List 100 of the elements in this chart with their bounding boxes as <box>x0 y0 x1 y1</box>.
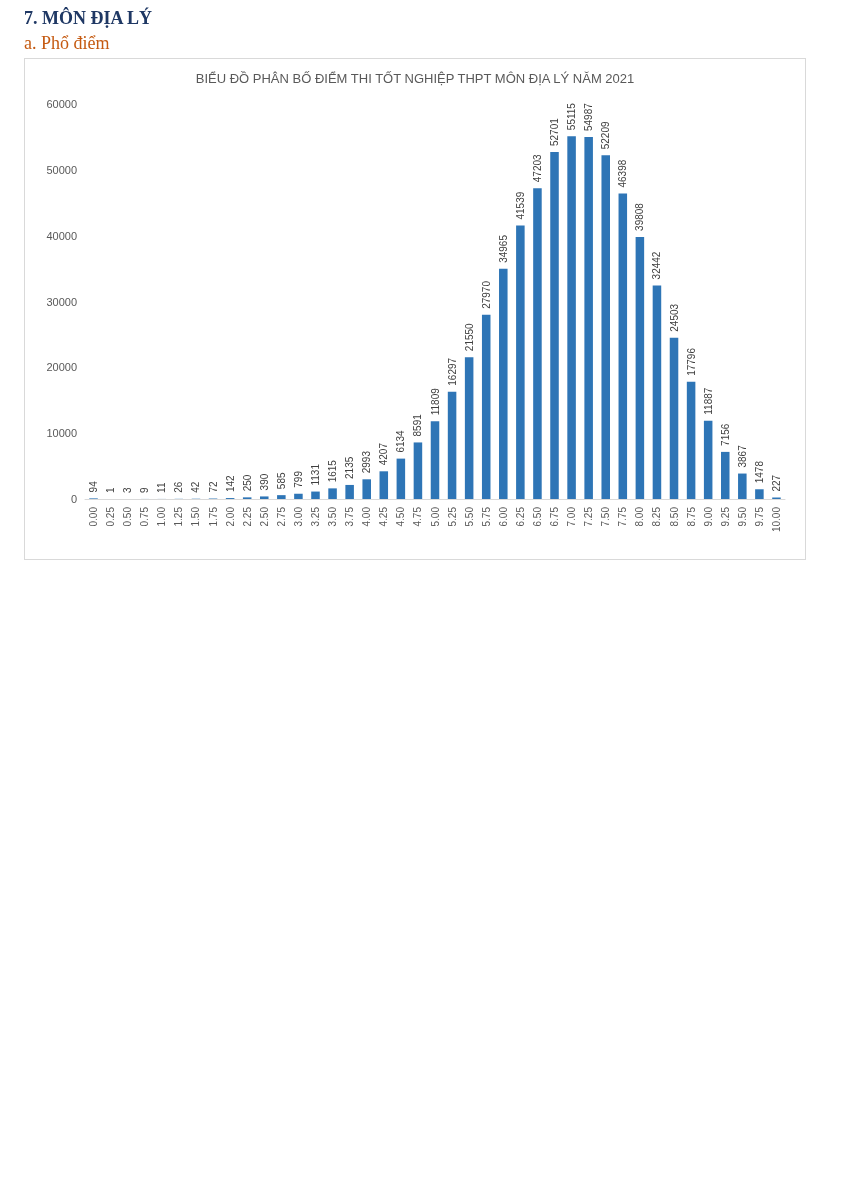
bar <box>601 155 610 499</box>
data-label: 2993 <box>361 450 373 474</box>
data-label: 41539 <box>514 191 526 220</box>
data-label: 390 <box>258 473 270 491</box>
x-tick-label: 6.00 <box>497 506 509 527</box>
x-tick-label: 5.00 <box>429 506 441 527</box>
bar <box>703 420 713 499</box>
data-label: 3867 <box>736 444 748 468</box>
x-tick-label: 3.25 <box>309 506 321 527</box>
bar <box>464 357 474 499</box>
x-tick-label: 3.00 <box>292 506 304 527</box>
x-tick-label: 0.75 <box>139 506 151 527</box>
bar <box>396 458 406 499</box>
x-tick-label: 2.75 <box>275 506 287 527</box>
x-tick-label: 8.75 <box>685 506 697 527</box>
x-tick-label: 10.00 <box>770 506 782 533</box>
bar <box>413 442 423 499</box>
bar <box>481 314 491 499</box>
data-label: 799 <box>292 470 304 488</box>
x-tick-label: 7.00 <box>566 506 578 527</box>
data-label: 52701 <box>549 117 561 147</box>
bar <box>430 421 440 499</box>
x-tick-label: 4.50 <box>395 506 407 527</box>
x-tick-label: 1.00 <box>156 506 168 527</box>
x-tick-label: 1.25 <box>173 506 185 527</box>
data-label: 7156 <box>719 423 731 446</box>
chart-title: BIỂU ĐỒ PHÂN BỐ ĐIỂM THI TỐT NGHIỆP THPT MÔN ĐỊA LÝ NĂM 2021 <box>195 71 635 86</box>
bar <box>652 285 662 499</box>
bar <box>755 489 764 499</box>
bar <box>516 225 525 499</box>
x-tick-label: 0.50 <box>122 506 134 527</box>
data-label: 1478 <box>753 460 765 484</box>
bar <box>362 479 371 499</box>
bar <box>618 193 628 499</box>
data-label: 6134 <box>395 429 407 453</box>
data-label: 54987 <box>583 102 595 131</box>
x-tick-label: 9.50 <box>736 506 748 527</box>
bar <box>447 391 457 499</box>
y-tick-label: 10000 <box>46 427 77 440</box>
data-label: 21550 <box>463 322 475 352</box>
data-label: 55115 <box>566 102 578 131</box>
x-tick-label: 8.50 <box>668 506 680 527</box>
bar <box>635 236 645 499</box>
y-tick-label: 30000 <box>46 295 77 308</box>
x-tick-label: 4.25 <box>378 506 390 527</box>
x-tick-label: 2.25 <box>241 506 253 527</box>
text: 7. MÔN ĐỊA LÝ <box>24 8 153 29</box>
bar <box>311 491 320 499</box>
data-label: 142 <box>224 474 236 493</box>
y-tick-label: 0 <box>70 493 77 505</box>
data-label: 11809 <box>429 387 441 416</box>
x-tick-label: 6.75 <box>549 506 561 527</box>
x-tick-label: 2.00 <box>224 506 236 527</box>
data-label: 11 <box>156 482 168 493</box>
bar <box>738 473 747 499</box>
bar <box>550 152 559 499</box>
data-label: 9 <box>139 486 151 493</box>
x-tick-label: 5.25 <box>446 506 458 527</box>
y-tick-label: 60000 <box>46 98 77 110</box>
data-label: 46398 <box>617 159 629 188</box>
bar <box>345 484 354 499</box>
data-label: 42 <box>190 481 202 493</box>
x-tick-label: 1.75 <box>207 506 219 527</box>
text: a. Phổ điểm <box>24 33 111 54</box>
data-label: 3 <box>122 486 134 493</box>
y-tick-label: 40000 <box>46 229 77 242</box>
x-tick-label: 3.50 <box>327 506 339 527</box>
data-label: 94 <box>88 480 100 493</box>
data-label: 52209 <box>600 121 612 150</box>
data-label: 250 <box>241 474 253 492</box>
data-label: 72 <box>207 480 219 493</box>
x-tick-label: 8.25 <box>651 506 663 527</box>
bar <box>686 381 696 499</box>
data-label: 4207 <box>378 442 390 466</box>
x-tick-label: 7.25 <box>583 506 595 527</box>
data-label: 1 <box>105 486 117 493</box>
data-label: 24503 <box>668 303 680 332</box>
bar <box>669 337 679 499</box>
bar <box>499 268 508 499</box>
data-label: 227 <box>770 474 782 492</box>
data-label: 16297 <box>446 357 458 386</box>
data-label: 39808 <box>634 202 646 231</box>
x-tick-label: 1.50 <box>190 506 202 527</box>
x-tick-label: 0.25 <box>105 506 117 527</box>
bar <box>379 471 389 499</box>
x-tick-label: 5.50 <box>463 506 475 527</box>
x-tick-label: 3.75 <box>344 506 356 527</box>
data-label: 26 <box>173 481 185 493</box>
x-tick-label: 2.50 <box>258 506 270 527</box>
x-tick-label: 4.00 <box>361 506 373 527</box>
data-label: 34965 <box>497 234 509 263</box>
x-tick-label: 5.75 <box>480 506 492 527</box>
data-label: 2135 <box>344 456 356 479</box>
bar <box>567 136 576 499</box>
bar <box>277 495 286 499</box>
y-tick-label: 20000 <box>46 361 77 374</box>
data-label: 11887 <box>702 387 714 415</box>
data-label: 17796 <box>685 347 697 376</box>
x-tick-label: 6.50 <box>531 506 543 527</box>
bar <box>584 137 593 499</box>
